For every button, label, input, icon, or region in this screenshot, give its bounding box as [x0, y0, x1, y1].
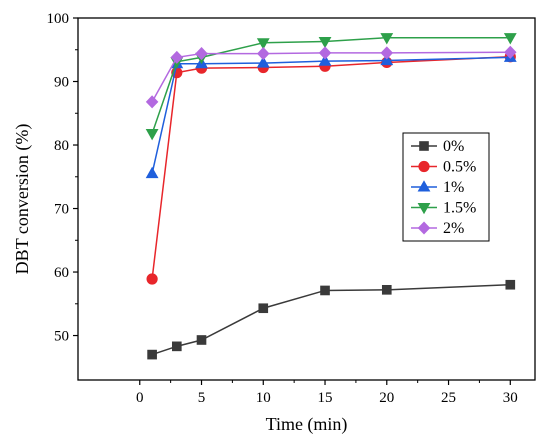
data-point	[171, 341, 182, 352]
legend-marker	[417, 221, 431, 235]
data-point	[145, 129, 159, 141]
plot-series	[145, 33, 517, 360]
tick-labels: 0 5 10 15 20 25 30 50 60 70 80 90 100	[47, 11, 518, 406]
data-point	[503, 33, 517, 45]
legend-label: 2%	[443, 220, 464, 237]
y-tick-label: 60	[54, 265, 69, 281]
plot-frame	[77, 17, 536, 381]
data-point	[147, 349, 157, 360]
legend-label: 1%	[443, 179, 464, 196]
y-tick-label: 100	[47, 11, 70, 27]
data-point	[380, 46, 394, 60]
data-point	[145, 166, 159, 179]
x-axis-title: Time (min)	[266, 414, 348, 435]
legend-item: 1%	[411, 179, 464, 196]
legend-marker	[417, 202, 431, 215]
series-4	[145, 45, 517, 109]
x-tick-label: 25	[441, 390, 456, 406]
x-tick-label: 10	[256, 390, 271, 406]
data-point	[504, 45, 517, 59]
legend: 0% 0.5% 1% 1.5% 2%	[402, 132, 490, 242]
data-point	[146, 273, 158, 285]
legend-item: 2%	[411, 220, 464, 237]
data-point	[256, 47, 270, 61]
data-point	[318, 54, 332, 66]
data-point	[381, 284, 392, 295]
data-point	[380, 33, 394, 45]
data-point	[318, 36, 332, 49]
data-point	[170, 50, 184, 64]
data-point	[505, 279, 516, 290]
legend-item: 0.5%	[411, 159, 476, 176]
data-point	[196, 335, 207, 345]
x-tick-label: 15	[318, 390, 333, 406]
data-point	[195, 47, 208, 61]
legend-label: 0%	[443, 138, 464, 155]
legend-marker	[417, 180, 431, 192]
x-tick-label: 20	[379, 390, 394, 406]
y-tick-label: 90	[54, 75, 69, 91]
legend-label: 1.5%	[443, 200, 476, 217]
y-tick-label: 50	[54, 329, 69, 345]
legend-item: 0%	[411, 138, 464, 155]
axes	[73, 17, 536, 385]
data-point	[145, 95, 159, 109]
data-point	[320, 285, 330, 296]
y-tick-label: 70	[54, 202, 69, 218]
x-tick-label: 0	[136, 390, 144, 406]
y-axis-title: DBT conversion (%)	[12, 124, 33, 275]
data-point	[318, 46, 332, 60]
series-0	[147, 279, 516, 360]
legend-marker	[418, 160, 430, 173]
data-point	[256, 56, 270, 68]
data-point	[380, 53, 394, 66]
y-tick-label: 80	[54, 138, 69, 154]
x-tick-label: 5	[198, 390, 206, 406]
legend-item: 1.5%	[411, 200, 476, 217]
data-point	[258, 303, 269, 314]
data-point	[256, 38, 270, 50]
x-tick-label: 30	[503, 390, 518, 406]
legend-marker	[419, 141, 429, 151]
legend-label: 0.5%	[443, 159, 476, 176]
